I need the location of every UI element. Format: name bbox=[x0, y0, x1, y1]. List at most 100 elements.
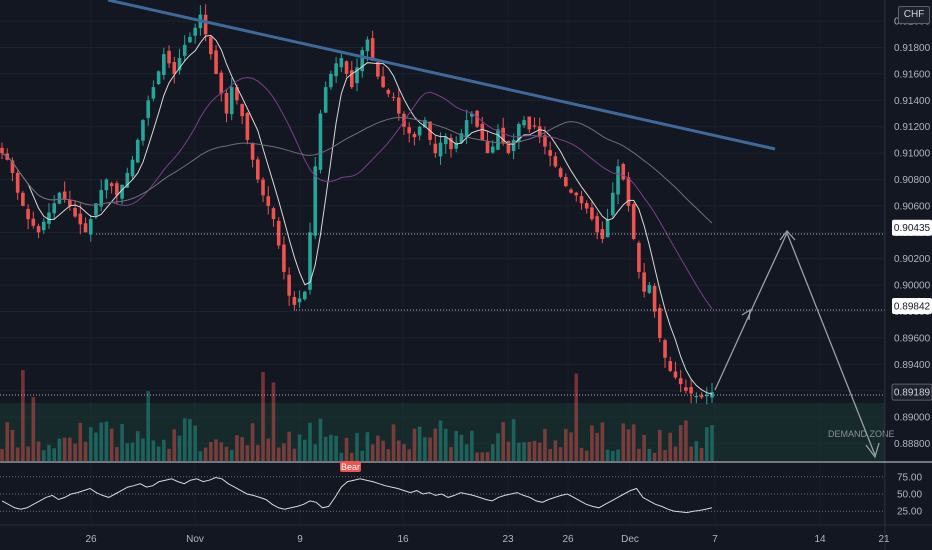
volume-bar bbox=[407, 449, 412, 461]
candle-body bbox=[590, 207, 594, 220]
candle-body bbox=[663, 340, 667, 358]
candle-body bbox=[412, 133, 417, 138]
candle-body bbox=[256, 159, 260, 180]
candle-body bbox=[297, 298, 302, 303]
volume-bar bbox=[553, 440, 558, 461]
candle-body bbox=[449, 137, 453, 150]
candle-body bbox=[302, 291, 307, 300]
volume-bar bbox=[313, 444, 318, 461]
price-tick-label: 0.89000 bbox=[894, 413, 931, 424]
price-tick-label: 0.89400 bbox=[894, 360, 931, 371]
volume-bar bbox=[678, 425, 683, 461]
price-tick-label: 0.91800 bbox=[894, 43, 931, 54]
candle-body bbox=[68, 199, 72, 206]
candle-body bbox=[522, 120, 526, 126]
price-tags: 0.90435 0.89842 0.89189 bbox=[891, 219, 932, 401]
volume-bar bbox=[689, 446, 693, 461]
candle-body bbox=[496, 129, 500, 150]
candle-body bbox=[88, 219, 93, 235]
candle-body bbox=[323, 87, 328, 113]
volume-bar bbox=[214, 439, 218, 461]
candle-body bbox=[344, 61, 349, 74]
volume-bar bbox=[611, 450, 615, 461]
candle-body bbox=[104, 179, 109, 191]
volume-bar bbox=[209, 441, 213, 461]
volume-bar bbox=[151, 440, 156, 461]
projection-arrow-2 bbox=[779, 229, 796, 241]
candle-body bbox=[339, 58, 344, 68]
time-axis[interactable]: 26 Nov 9 16 23 26 Dec 7 14 21 bbox=[85, 534, 890, 545]
volume-bar bbox=[543, 428, 547, 461]
volume-bar bbox=[0, 448, 4, 461]
volume-bar bbox=[99, 422, 103, 461]
volume-bar bbox=[104, 421, 109, 461]
candle-body bbox=[47, 212, 51, 224]
volume-bar bbox=[229, 450, 234, 461]
candle-body bbox=[480, 123, 485, 140]
candle-body bbox=[115, 183, 119, 196]
candle-body bbox=[224, 92, 229, 114]
volume-bar bbox=[527, 441, 532, 461]
rsi-tick-label: 50.00 bbox=[897, 490, 922, 501]
time-tick-label: 14 bbox=[814, 534, 826, 545]
trendline[interactable] bbox=[107, 0, 776, 151]
volume-bar bbox=[558, 447, 563, 461]
volume-bar bbox=[663, 450, 667, 461]
volume-bar bbox=[302, 439, 307, 461]
volume-bar bbox=[694, 441, 699, 461]
volume-bar bbox=[642, 434, 646, 461]
rsi-tick-label: 75.00 bbox=[897, 472, 922, 483]
volume-bar bbox=[454, 430, 458, 461]
price-tag-label: 0.89189 bbox=[894, 388, 931, 399]
candle-body bbox=[684, 387, 688, 391]
candle-body bbox=[151, 87, 156, 99]
volume-bar bbox=[31, 397, 36, 461]
volume-bar bbox=[365, 432, 370, 461]
candle-body bbox=[229, 87, 234, 115]
candle-body bbox=[443, 137, 448, 145]
candle-body bbox=[36, 226, 41, 233]
candle-body bbox=[470, 113, 474, 117]
volume-bar bbox=[271, 382, 276, 461]
candle-body bbox=[537, 126, 542, 138]
volume-bar bbox=[423, 437, 427, 461]
candle-body bbox=[78, 213, 83, 225]
candle-body bbox=[240, 104, 244, 117]
price-tick-label: 0.91400 bbox=[894, 96, 931, 107]
volume-bar bbox=[62, 437, 67, 461]
candle-body bbox=[62, 191, 67, 200]
candle-body bbox=[83, 223, 88, 233]
candle-body bbox=[485, 141, 490, 154]
candle-body bbox=[475, 110, 479, 127]
candle-body bbox=[417, 126, 422, 136]
candle-body bbox=[548, 150, 552, 156]
candle-body bbox=[334, 63, 338, 77]
candle-body bbox=[276, 220, 281, 246]
volume-bar bbox=[412, 428, 417, 461]
bear-label: Bear bbox=[340, 461, 361, 472]
candle-body bbox=[652, 285, 657, 312]
candle-body bbox=[209, 36, 213, 55]
volume-bar bbox=[376, 435, 380, 461]
candle-body bbox=[308, 232, 312, 290]
volume-bar bbox=[323, 436, 328, 461]
volume-bar bbox=[490, 444, 495, 461]
candle-body bbox=[532, 125, 537, 127]
volume-bar bbox=[548, 448, 552, 461]
volume-bar bbox=[141, 438, 145, 461]
candle-body bbox=[135, 139, 140, 163]
candle-body bbox=[689, 387, 693, 394]
currency-button[interactable]: CHF bbox=[898, 6, 930, 24]
candle-body bbox=[188, 36, 192, 43]
volume-bar bbox=[647, 448, 652, 461]
candle-body bbox=[438, 142, 443, 157]
candle-body bbox=[235, 87, 239, 101]
volume-bar bbox=[464, 444, 469, 461]
volume-bar bbox=[506, 441, 511, 461]
volume-bar bbox=[292, 448, 297, 461]
projection-arrow-1 bbox=[741, 308, 751, 321]
volume-bar bbox=[94, 432, 98, 461]
volume-bar bbox=[522, 442, 526, 461]
